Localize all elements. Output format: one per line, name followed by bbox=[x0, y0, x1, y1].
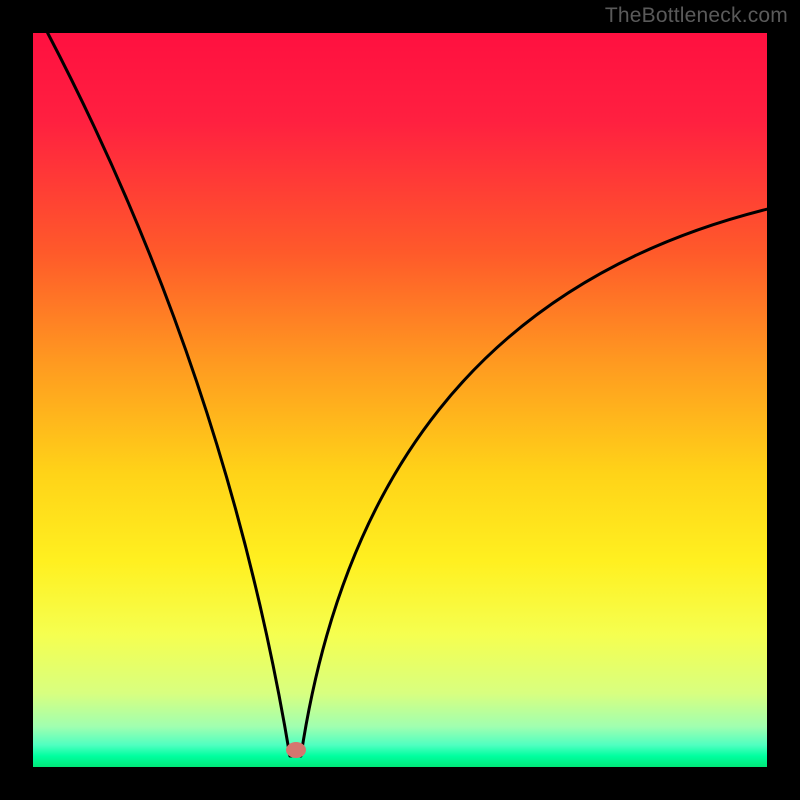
watermark-text: TheBottleneck.com bbox=[605, 4, 788, 28]
plot-area bbox=[33, 33, 767, 767]
bottleneck-curve bbox=[33, 33, 767, 767]
minimum-marker bbox=[286, 742, 306, 758]
